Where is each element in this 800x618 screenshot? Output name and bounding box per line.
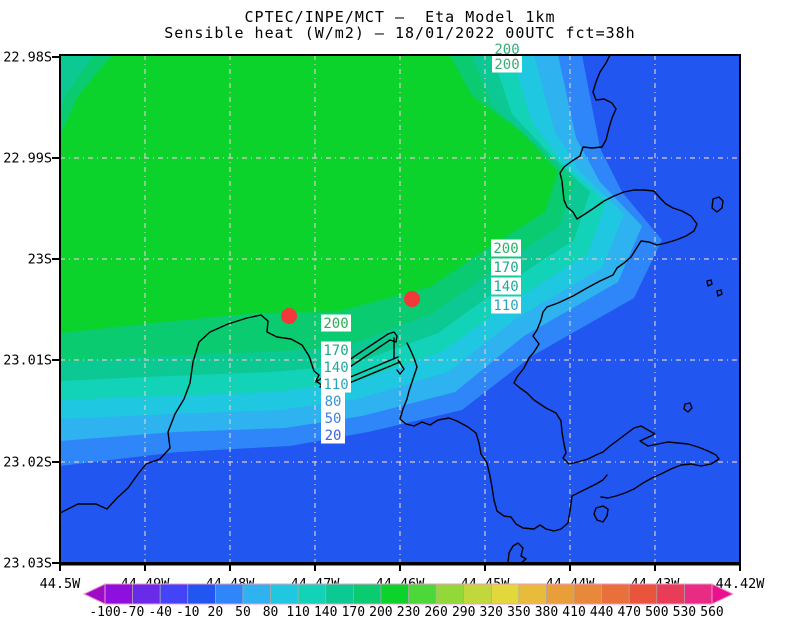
colorbar-tick-label: 110	[286, 605, 309, 618]
colorbar-tick-label: 140	[314, 605, 337, 618]
y-tick-label: 22.99S	[3, 151, 52, 167]
colorbar-segment	[684, 583, 713, 605]
y-tick-label: 23.02S	[3, 455, 52, 471]
colorbar-tick-label: -100	[89, 605, 120, 618]
station-dot	[281, 308, 297, 324]
contour-label: 50	[325, 411, 342, 427]
colorbar-tick-label: 20	[208, 605, 224, 618]
colorbar-segment	[297, 583, 327, 605]
colorbar-tick-label: 560	[700, 605, 723, 618]
colorbar-tick-label: 380	[535, 605, 558, 618]
colorbar-tick-label: 530	[673, 605, 696, 618]
colorbar-segment	[159, 583, 189, 605]
contour-label: 140	[493, 279, 518, 295]
colorbar-tick-label: 500	[645, 605, 668, 618]
colorbar-segment	[380, 583, 409, 605]
colorbar-segment	[601, 583, 630, 605]
colorbar-segment	[518, 583, 547, 605]
colorbar-segment	[435, 583, 465, 605]
colorbar-tick-label: 350	[507, 605, 530, 618]
colorbar-segment	[187, 583, 216, 605]
colorbar-tick-label: 470	[617, 605, 640, 618]
contour-label: 110	[493, 298, 518, 314]
colorbar-tick-label: -40	[148, 605, 171, 618]
colorbar-segment	[463, 583, 492, 605]
colorbar-tick-label: 290	[452, 605, 475, 618]
y-tick-label: 23S	[28, 252, 52, 268]
contour-label: 200	[493, 241, 518, 257]
colorbar-segment	[215, 583, 244, 605]
contour-label: 170	[323, 343, 348, 359]
colorbar-segment	[408, 583, 437, 605]
station-dot	[404, 291, 420, 307]
colorbar-segment	[656, 583, 685, 605]
colorbar-tick-label: 170	[342, 605, 365, 618]
map-gridlines	[60, 55, 740, 563]
colorbar-tick-label: 50	[235, 605, 251, 618]
colorbar-tick-label: 230	[397, 605, 420, 618]
colorbar-segment	[270, 583, 299, 605]
contour-label: 20	[325, 428, 342, 444]
colorbar-segment	[573, 583, 602, 605]
colorbar-segment	[490, 583, 520, 605]
colorbar-segment	[242, 583, 271, 605]
colorbar-segment	[132, 583, 161, 605]
y-tick-label: 23.01S	[3, 353, 52, 369]
chart-title-line2: Sensible heat (W/m2) — 18/01/2022 00UTC …	[164, 24, 636, 42]
contour-label: 170	[493, 260, 518, 276]
colorbar-tick-label: 80	[263, 605, 279, 618]
colorbar-arrow-left	[82, 583, 106, 605]
colorbar-tick-label: 200	[369, 605, 392, 618]
colorbar-tick-label: 410	[562, 605, 585, 618]
x-tick-label: 44.5W	[40, 576, 82, 592]
y-tick-label: 22.98S	[3, 50, 52, 66]
colorbar-segment	[546, 583, 575, 605]
y-tick-label: 23.03S	[3, 556, 52, 572]
colorbar-tick-label: -10	[176, 605, 199, 618]
colorbar-tick-label: 320	[480, 605, 503, 618]
contour-label: 80	[325, 394, 342, 410]
station-markers	[281, 291, 420, 324]
colorbar-tick-label: -70	[121, 605, 144, 618]
colorbar-segment	[104, 583, 133, 605]
colorbar-segment	[628, 583, 658, 605]
contour-label: 140	[323, 360, 348, 376]
colorbar-segment	[352, 583, 382, 605]
contour-label: 200	[323, 316, 348, 332]
colorbar: -100 -70 -40 -10 20 50 80 110 140 170 200 230 260 290…	[82, 583, 735, 618]
colorbar-segment	[325, 583, 354, 605]
colorbar-tick-label: 440	[590, 605, 613, 618]
chart-title-line1: CPTEC/INPE/MCT — Eta Model 1km	[244, 8, 556, 26]
colorbar-tick-label: 260	[424, 605, 447, 618]
x-tick-label: 44.42W	[716, 576, 766, 592]
contour-label: 200	[494, 57, 519, 73]
contour-label: 110	[323, 377, 348, 393]
